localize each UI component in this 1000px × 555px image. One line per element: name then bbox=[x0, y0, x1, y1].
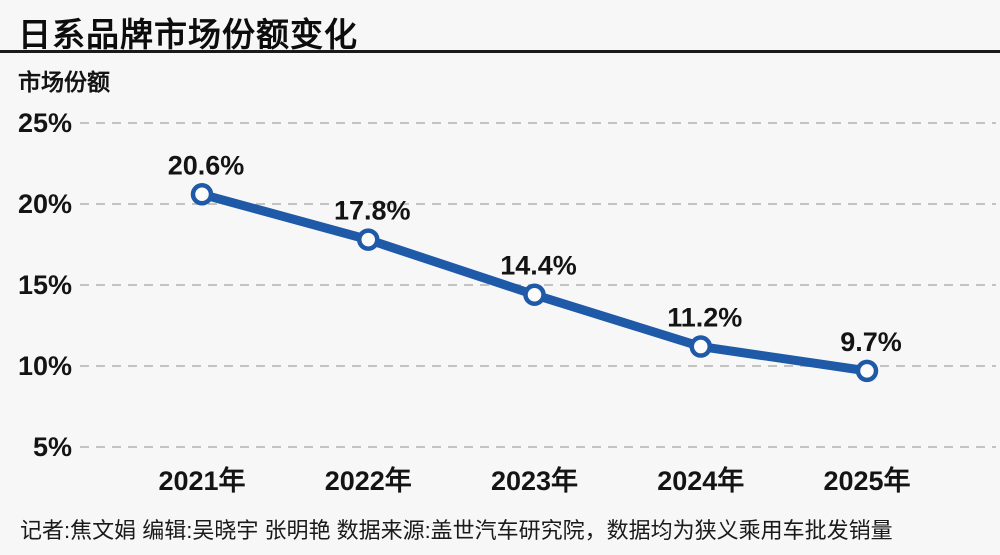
y-tick-label: 5% bbox=[33, 432, 72, 462]
data-point-label: 14.4% bbox=[500, 251, 577, 281]
data-point-marker bbox=[357, 228, 380, 251]
data-point-label: 17.8% bbox=[334, 196, 411, 226]
data-point-marker bbox=[689, 335, 712, 358]
y-tick-label: 25% bbox=[18, 108, 72, 138]
data-point-label: 20.6% bbox=[168, 150, 245, 180]
data-point-marker bbox=[523, 283, 546, 306]
x-tick-label: 2022年 bbox=[325, 465, 412, 496]
data-point-label: 11.2% bbox=[667, 303, 742, 333]
x-tick-label: 2025年 bbox=[823, 465, 910, 496]
data-line bbox=[197, 189, 872, 376]
page-title: 日系品牌市场份额变化 bbox=[18, 16, 358, 53]
data-point-marker bbox=[190, 183, 214, 206]
y-tick-label: 10% bbox=[18, 351, 72, 381]
chart-footer-credits: 记者:焦文娟 编辑:吴晓宇 张明艳 数据来源:盖世汽车研究院，数据均为狭义乘用车… bbox=[20, 518, 893, 543]
y-tick-label: 20% bbox=[18, 189, 72, 219]
x-tick-label: 2024年 bbox=[657, 465, 744, 496]
y-axis-title: 市场份额 bbox=[18, 69, 110, 95]
x-tick-label: 2021年 bbox=[158, 465, 245, 496]
y-tick-label: 15% bbox=[18, 270, 72, 300]
x-tick-label: 2023年 bbox=[491, 465, 578, 496]
data-point-label: 9.7% bbox=[840, 327, 902, 357]
title-underline bbox=[0, 50, 1000, 53]
data-point-marker bbox=[855, 359, 879, 383]
